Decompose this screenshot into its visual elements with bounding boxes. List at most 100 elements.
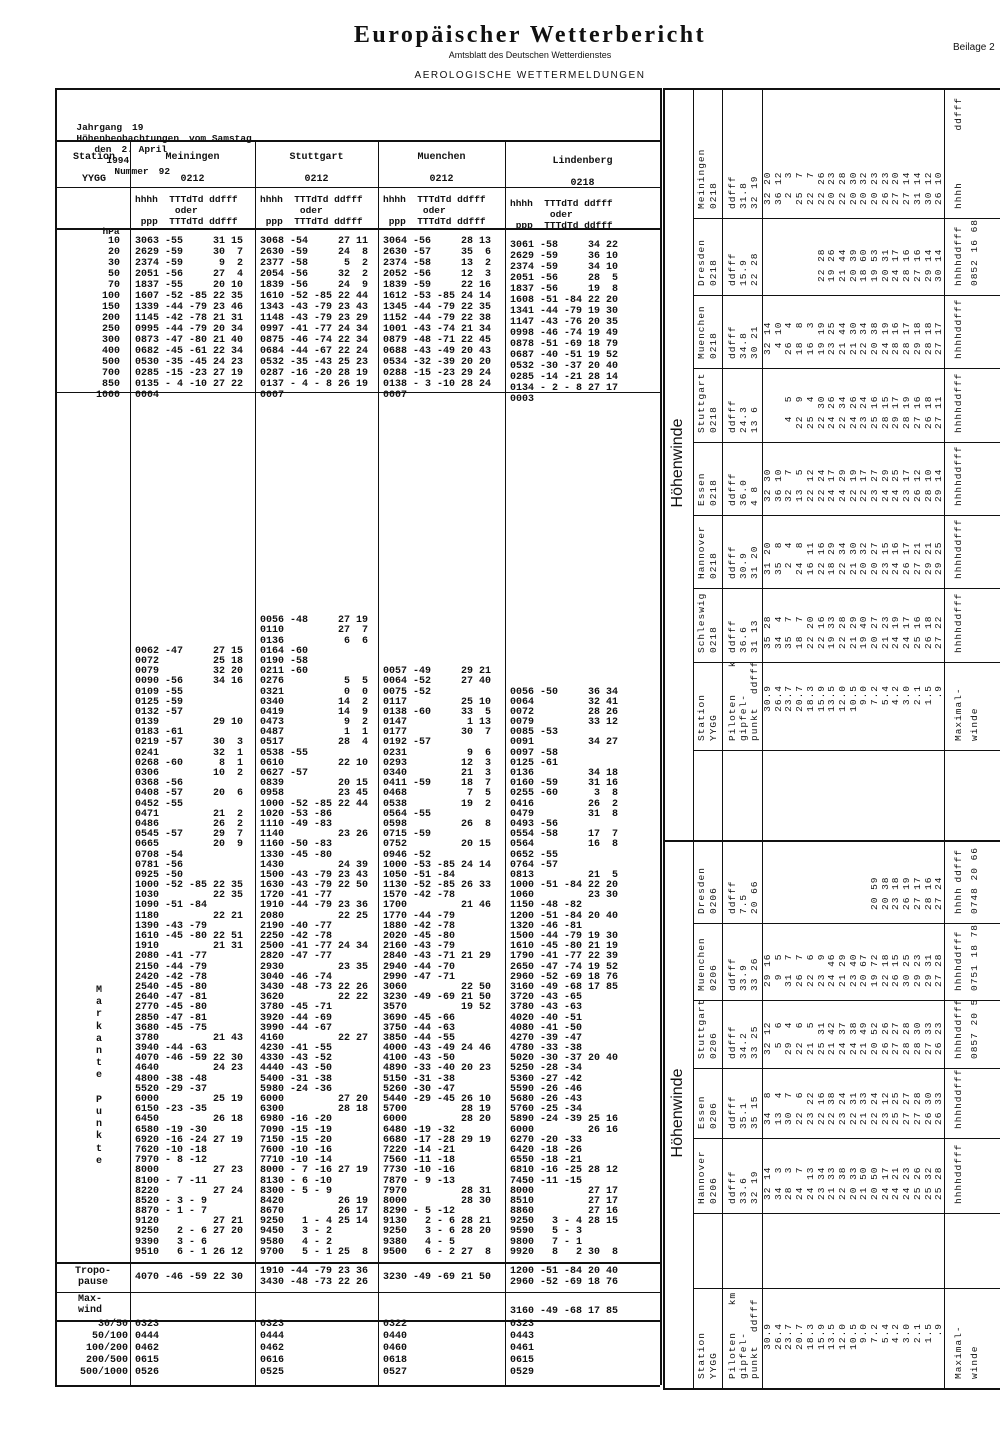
top-block bbox=[723, 751, 763, 840]
significant-level-row: 0411 -59 18 7 bbox=[383, 778, 492, 790]
station-name: Muenchen bbox=[417, 152, 466, 163]
significant-level-list: 0056 -50 36 34 0064 32 41 0072 28 26 0079 3… bbox=[510, 392, 618, 1258]
significant-level-row: 3620 22 22 bbox=[260, 992, 369, 1004]
significant-level-row: 0125 -61 bbox=[510, 757, 619, 769]
wind-value: 22 12 bbox=[804, 468, 816, 502]
significant-level-row: 9380 4 - 5 bbox=[383, 1236, 492, 1248]
significant-level-row: 7220 -14 -21 bbox=[383, 1144, 492, 1156]
significant-level-row: 5360 -27 -42 bbox=[510, 1073, 619, 1085]
tropopause-row: 4070 -46 -59 22 30 bbox=[135, 1272, 244, 1283]
pilot-label-1: Piloten km bbox=[727, 1291, 738, 1379]
tropopause-list: 4070 -46 -59 22 30 bbox=[135, 1272, 243, 1283]
significant-level-row: 6000 28 20 bbox=[383, 1114, 492, 1126]
significant-level-row: 4780 -33 -38 bbox=[510, 1043, 619, 1055]
wind-station-row: Stuttgart 0206 ddfff 34.2 33 25 32 12 5 6 29 4… bbox=[693, 1000, 1000, 1068]
station-name-block: Essen 0206 bbox=[693, 1069, 723, 1138]
significant-level-row: 0708 -54 bbox=[135, 849, 244, 861]
wind-value: 25 4 bbox=[804, 395, 816, 429]
layer-label: 100/200 bbox=[85, 1343, 128, 1354]
markante-letter: e bbox=[96, 1155, 103, 1167]
layer-label: 200/500 bbox=[85, 1355, 128, 1366]
level-block: 4 5 22 9 25 4 22 30 24 26 22 34 24 26 23 24 25 1… bbox=[763, 369, 945, 442]
year-value: 1994 bbox=[106, 155, 130, 166]
pilot-label-3: punkt ddfff bbox=[749, 1298, 760, 1379]
significant-level-row: 0715 -59 bbox=[383, 829, 492, 841]
rule-horizontal bbox=[663, 88, 1000, 90]
significant-level-row: 1150 -48 -82 bbox=[510, 900, 619, 912]
wind-station-time: 0218 bbox=[708, 182, 719, 209]
column-header: hhhh TTTdTd ddfff bbox=[383, 194, 486, 205]
significant-level-row: 0652 -55 bbox=[510, 849, 619, 861]
significant-level-row: 0097 -58 bbox=[510, 747, 619, 759]
wind-value: 23 22 bbox=[804, 1091, 816, 1125]
top-km: 31.8 bbox=[738, 182, 749, 209]
wind-station-time: 0206 bbox=[708, 964, 719, 991]
top-km: 34.8 bbox=[738, 332, 749, 359]
significant-level-row: 0627 -57 bbox=[260, 768, 369, 779]
rotated-content: Station YYGG Piloten km gipfel-punkt ddfff 3… bbox=[693, 1289, 1000, 1388]
km-level: 2.1 bbox=[911, 685, 923, 706]
ddfff-label: ddfff bbox=[953, 518, 964, 553]
significant-level-row: 0468 7 5 bbox=[383, 788, 492, 800]
wind-station-name: Dresden bbox=[696, 239, 707, 286]
wind-station-row: Dresden 0206 ddfff 7.5 20 66 20 59 20 38 23 18… bbox=[693, 840, 1000, 923]
standard-level-row: 3068 -54 27 11 bbox=[260, 236, 369, 247]
significant-level-row: 1610 -45 -80 21 19 bbox=[510, 941, 619, 953]
significant-level-row: 0598 26 8 bbox=[383, 818, 492, 830]
significant-level-row: 3690 -45 -66 bbox=[383, 1012, 492, 1024]
maxwind-label-1: Max- bbox=[78, 1294, 103, 1305]
significant-level-row: 1390 -43 -79 bbox=[135, 920, 244, 932]
top-block: ddfff 33.6 32 19 bbox=[723, 1139, 763, 1213]
significant-level-row: 0781 -56 bbox=[135, 859, 244, 871]
significant-level-row: 0452 -55 bbox=[135, 798, 244, 810]
level-block: 31 20 35 8 2 4 24 8 16 11 22 16 18 29 22 34 21 … bbox=[763, 516, 945, 588]
significant-level-row: 4000 -43 -49 24 46 bbox=[383, 1043, 492, 1055]
observation-title: Höhenbeobachtungen bbox=[76, 133, 180, 144]
column-header: oder bbox=[135, 205, 198, 216]
significant-level-row: 5260 -30 -47 bbox=[383, 1083, 492, 1095]
significant-level-row: 1130 -52 -85 26 33 bbox=[383, 880, 492, 892]
wind-station-time: 0218 bbox=[708, 552, 719, 579]
level-block: 22 28 19 26 21 44 20 39 18 60 19 53 20 31 24 17… bbox=[763, 219, 945, 295]
markante-letter: k bbox=[96, 1021, 103, 1033]
significant-level-row: 3780 -45 -71 bbox=[260, 1002, 369, 1014]
date-label: den bbox=[94, 144, 112, 155]
significant-level-row: 5440 -29 -45 26 10 bbox=[383, 1094, 492, 1105]
significant-level-row: 3750 -44 -63 bbox=[383, 1022, 492, 1034]
standard-level-row: 1341 -44 -79 19 30 bbox=[510, 306, 619, 317]
significant-level-row: 2650 -47 -74 19 52 bbox=[510, 961, 619, 973]
significant-level-row: 8000 - 7 -16 27 19 bbox=[260, 1165, 369, 1177]
pressure-level: 70 bbox=[107, 280, 120, 291]
rule-vertical bbox=[55, 88, 57, 1385]
rule-vertical bbox=[130, 140, 131, 1385]
significant-level-row: 5700 28 19 bbox=[383, 1104, 492, 1116]
significant-level-row: 1320 -46 -81 bbox=[510, 920, 619, 932]
rule-vertical bbox=[505, 140, 506, 1385]
significant-level-row: 1790 -41 -77 22 39 bbox=[510, 951, 619, 963]
standard-level-row: 2629 -59 30 7 bbox=[135, 247, 244, 258]
significant-level-row: 0072 25 18 bbox=[135, 655, 244, 667]
standard-level-row: 3061 -58 34 22 bbox=[510, 240, 619, 251]
significant-level-row: 9450 3 - 2 bbox=[260, 1226, 369, 1238]
significant-level-row: 6000 27 20 bbox=[260, 1094, 369, 1105]
ddfff-label: ddfff bbox=[727, 175, 738, 209]
significant-level-row: 0306 10 2 bbox=[135, 768, 244, 779]
maxwind-block: hhhh ddfff 0857 20 59 bbox=[945, 1001, 1000, 1068]
layer-value-list: 0323 0444 0462 0615 0526 bbox=[135, 1319, 159, 1379]
significant-level-row: 1700 21 46 bbox=[383, 900, 492, 912]
significant-level-row: 6000 25 19 bbox=[135, 1094, 244, 1105]
significant-level-row: 8000 27 17 bbox=[510, 1185, 619, 1197]
layer-value: 0443 bbox=[510, 1331, 535, 1342]
wind-value bbox=[774, 841, 785, 910]
yygg-label: YYGG bbox=[708, 714, 719, 741]
column-header: ppp TTTdTd ddfff bbox=[383, 216, 486, 227]
maxwind-label-1: Maximal- bbox=[953, 687, 964, 741]
rule-horizontal bbox=[55, 228, 660, 230]
maxwind-value: 0751 18 78 bbox=[969, 924, 980, 991]
significant-level-row: 0192 -57 bbox=[383, 737, 492, 749]
significant-level-row: 2540 -45 -80 bbox=[135, 981, 244, 993]
significant-level-row: 0062 -47 27 15 bbox=[135, 645, 244, 657]
layer-value: 0618 bbox=[383, 1355, 408, 1366]
